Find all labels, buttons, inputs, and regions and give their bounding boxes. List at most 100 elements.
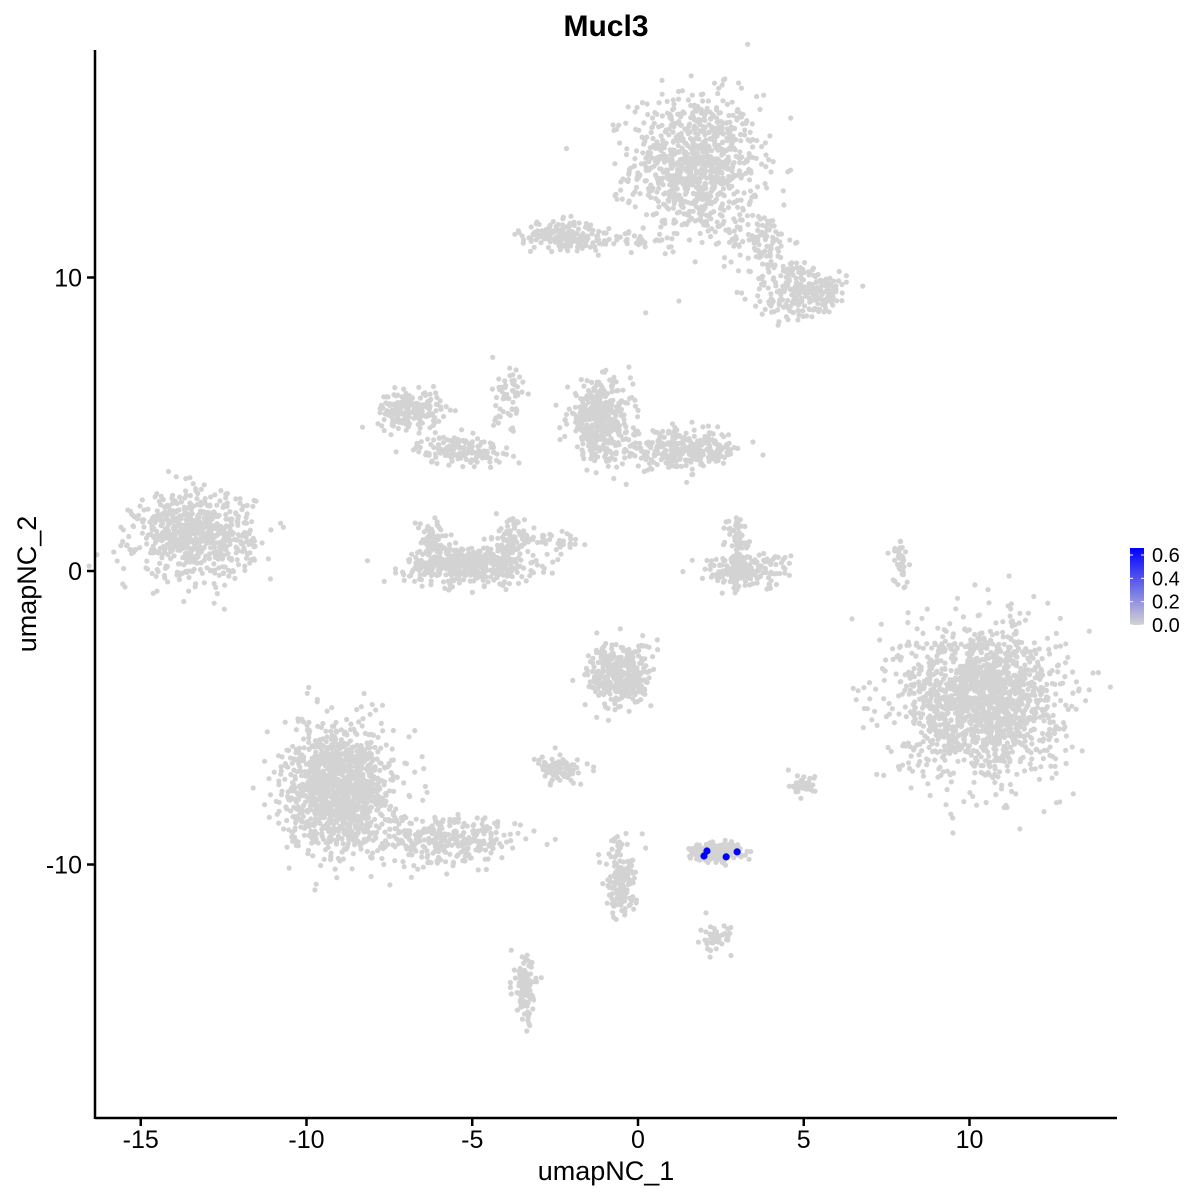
cell-point (737, 224, 743, 231)
cell-point (1051, 702, 1057, 708)
cell-point (442, 565, 448, 571)
cell-point (593, 445, 599, 452)
cell-point (679, 162, 685, 168)
cell-point (626, 171, 632, 177)
cell-point (452, 408, 458, 414)
cell-point (819, 291, 825, 298)
cell-point (651, 142, 657, 149)
cell-point (785, 266, 791, 272)
cell-point (910, 701, 916, 708)
cell-point (911, 683, 917, 689)
cell-point (669, 421, 676, 427)
cell-point (883, 714, 890, 720)
cell-point (383, 400, 390, 406)
cell-point (618, 187, 624, 193)
cell-point (686, 162, 692, 168)
cell-point (747, 188, 754, 194)
cell-point (678, 167, 684, 173)
cell-point (611, 241, 617, 247)
cell-point (440, 440, 446, 446)
cell-point (706, 130, 712, 136)
cell-point (724, 135, 730, 141)
cell-point (671, 123, 677, 129)
cell-point (442, 450, 448, 456)
cell-point (713, 196, 720, 202)
cell-point (490, 422, 497, 428)
cell-point (488, 546, 494, 552)
cell-point (595, 252, 601, 258)
cell-point (462, 449, 468, 455)
cell-point (786, 278, 792, 284)
cell-point (217, 498, 223, 504)
cell-point (206, 551, 213, 557)
cell-point (796, 312, 802, 318)
cell-point (1008, 606, 1014, 612)
cell-point (423, 450, 430, 456)
cell-point (663, 127, 669, 133)
cell-point (469, 589, 475, 596)
cell-point (642, 138, 648, 144)
cell-point (715, 91, 721, 97)
cell-point (770, 159, 776, 165)
cell-point (821, 309, 827, 315)
cell-point (633, 184, 640, 190)
cell-point (1006, 573, 1012, 579)
cell-point (794, 239, 800, 245)
cell-point (414, 442, 420, 449)
cell-point (792, 299, 799, 305)
cell-point (533, 557, 539, 564)
cell-point (433, 390, 439, 396)
cell-point (579, 447, 585, 453)
cell-point (642, 160, 648, 166)
cell-point (689, 419, 695, 425)
cell-point (830, 302, 836, 308)
cell-point (227, 516, 233, 522)
cell-point (721, 434, 727, 440)
cell-point (630, 191, 636, 197)
cell-point (499, 555, 505, 561)
cell-point (381, 427, 387, 434)
cell-point (212, 567, 218, 573)
cell-point (175, 547, 181, 553)
cell-point (687, 129, 693, 135)
cell-point (460, 464, 466, 470)
cell-point (506, 531, 513, 537)
cell-point (211, 513, 217, 519)
cell-point (687, 135, 694, 142)
cell-point (678, 446, 684, 452)
cell-point (758, 281, 765, 287)
cell-point (720, 186, 727, 192)
cell-point (393, 449, 399, 455)
cell-point (709, 148, 715, 154)
cell-point (632, 109, 638, 115)
cell-point (719, 148, 725, 154)
cell-point (712, 134, 718, 140)
cell-point (501, 548, 508, 554)
cell-point (768, 262, 774, 268)
cell-point (593, 470, 599, 476)
cell-point (528, 560, 534, 566)
cell-point (610, 122, 616, 128)
cell-point (589, 452, 595, 458)
cell-point (199, 508, 205, 514)
cell-point (704, 105, 710, 111)
cell-point (1022, 662, 1028, 668)
cell-point (251, 497, 257, 504)
cell-point (211, 544, 217, 550)
cell-point (406, 412, 412, 418)
cell-point (406, 559, 412, 565)
cell-point (617, 140, 623, 146)
cell-point (745, 41, 751, 47)
cell-point (651, 452, 657, 458)
cell-point (679, 204, 685, 210)
cell-point (485, 579, 491, 585)
cell-point (133, 547, 139, 553)
cell-point (905, 620, 911, 626)
cell-point (869, 717, 875, 723)
cell-point (656, 100, 662, 106)
cell-point (171, 553, 177, 559)
cell-point (580, 231, 586, 237)
cell-point (642, 244, 648, 250)
cell-point (799, 284, 806, 291)
cell-point (455, 436, 461, 442)
